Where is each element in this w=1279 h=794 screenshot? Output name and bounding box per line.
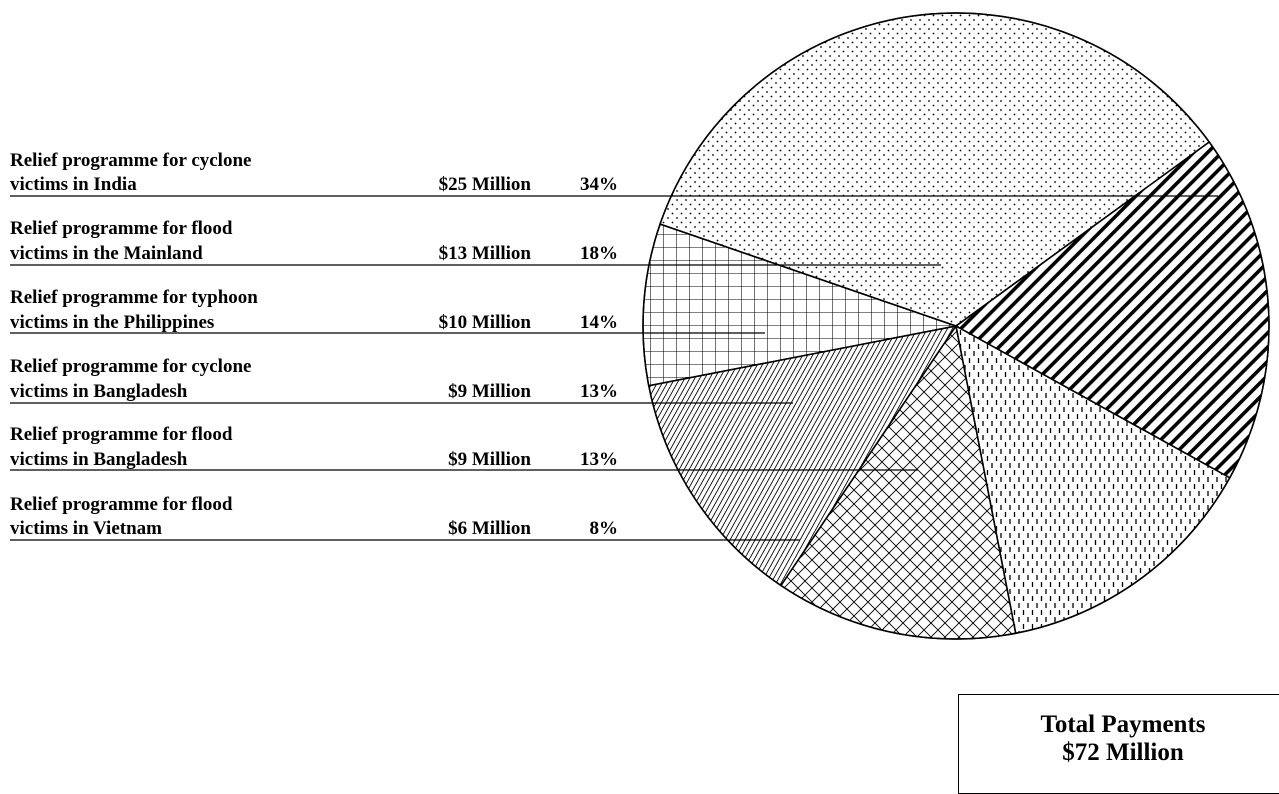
slice-label-line1: Relief programme for typhoon [10,287,258,308]
slice-label-line2: victims in Bangladesh [10,381,188,402]
slice-label-line1: Relief programme for cyclone [10,356,251,377]
slice-amount: $6 Million [448,518,531,539]
pie-chart: Relief programme for cyclone victims in I… [10,12,1270,640]
pie-outline [642,12,1270,640]
slice-percent: 13% [580,449,618,470]
slice-label-line1: Relief programme for cyclone [10,150,251,171]
slice-amount: $25 Million [439,174,532,195]
slice-label-line2: victims in Vietnam [10,518,162,539]
slice-percent: 8% [590,518,619,539]
slice-amount: $9 Million [448,449,531,470]
slice-label-line2: victims in the Philippines [10,312,214,333]
slice-label-line2: victims in India [10,174,137,195]
slice-percent: 14% [580,312,618,333]
slice-percent: 13% [580,381,618,402]
slice-label-line1: Relief programme for flood [10,494,233,515]
total-payments-label: Total Payments [1040,711,1206,738]
slice-amount: $9 Million [448,381,531,402]
slice-label-line1: Relief programme for flood [10,218,233,239]
slice-amount: $10 Million [439,312,532,333]
total-payments-value: $72 Million [1062,739,1184,766]
total-payments-box: Total Payments $72 Million [958,694,1279,794]
slice-label-line2: victims in Bangladesh [10,449,188,470]
slice-amount: $13 Million [439,243,532,264]
slice-percent: 34% [580,174,618,195]
slice-label-line2: victims in the Mainland [10,243,203,264]
slice-percent: 18% [580,243,618,264]
slice-label-line1: Relief programme for flood [10,424,233,445]
